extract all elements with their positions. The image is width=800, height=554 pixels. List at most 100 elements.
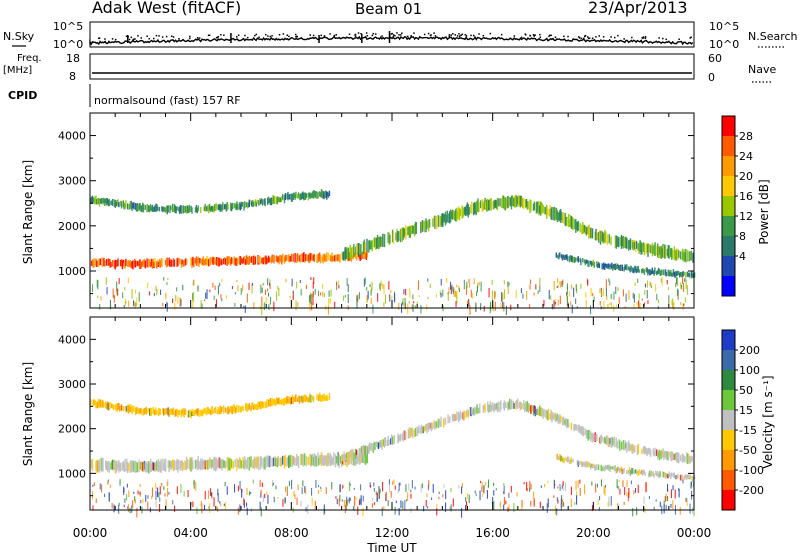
data-cell bbox=[330, 255, 332, 262]
data-cell bbox=[685, 474, 687, 480]
data-cell bbox=[132, 202, 134, 209]
data-cell bbox=[218, 409, 220, 415]
data-cell bbox=[158, 207, 161, 212]
data-cell bbox=[657, 243, 659, 258]
data-cell bbox=[293, 456, 295, 466]
data-cell bbox=[659, 471, 661, 477]
noise-search-dot bbox=[567, 35, 569, 38]
data-cell bbox=[242, 457, 244, 469]
data-cell bbox=[458, 413, 461, 421]
data-cell bbox=[624, 237, 626, 249]
noise-search-dot bbox=[392, 36, 394, 38]
data-cell bbox=[376, 441, 378, 447]
data-cell bbox=[568, 219, 571, 227]
data-cell bbox=[320, 486, 322, 489]
data-cell bbox=[264, 456, 266, 470]
colorbar-tick-label: -200 bbox=[739, 484, 764, 497]
data-cell bbox=[659, 501, 661, 507]
data-cell bbox=[652, 471, 654, 477]
data-cell bbox=[346, 278, 348, 286]
data-cell bbox=[234, 406, 236, 414]
data-cell bbox=[663, 269, 665, 276]
data-cell bbox=[299, 193, 301, 201]
data-cell bbox=[198, 257, 200, 268]
data-cell bbox=[95, 401, 97, 409]
data-cell bbox=[483, 405, 485, 411]
data-cell bbox=[617, 287, 619, 291]
data-cell bbox=[512, 197, 514, 207]
data-cell bbox=[341, 499, 343, 502]
data-cell bbox=[587, 430, 589, 441]
data-cell bbox=[491, 402, 493, 410]
data-cell bbox=[251, 201, 253, 207]
data-cell bbox=[641, 268, 644, 273]
data-cell bbox=[268, 292, 270, 297]
data-cell bbox=[376, 234, 379, 249]
data-cell bbox=[167, 278, 169, 281]
data-cell bbox=[567, 419, 569, 427]
data-cell bbox=[323, 253, 325, 262]
data-cell bbox=[377, 442, 380, 449]
data-cell bbox=[624, 305, 626, 309]
data-cell bbox=[211, 459, 213, 467]
data-cell bbox=[501, 198, 503, 208]
data-cell bbox=[618, 479, 620, 483]
data-cell bbox=[409, 226, 411, 238]
data-cell bbox=[466, 506, 468, 512]
data-cell bbox=[217, 407, 220, 414]
data-cell bbox=[279, 197, 281, 203]
data-cell bbox=[359, 244, 361, 255]
data-cell bbox=[588, 224, 590, 239]
data-cell bbox=[334, 454, 337, 468]
data-cell bbox=[305, 507, 307, 512]
data-cell bbox=[178, 207, 180, 212]
noise-search-dot bbox=[207, 34, 210, 37]
data-cell bbox=[196, 207, 198, 214]
data-cell bbox=[219, 457, 221, 469]
data-cell bbox=[200, 458, 202, 471]
data-cell bbox=[90, 459, 93, 469]
data-cell bbox=[610, 264, 612, 270]
data-cell bbox=[283, 455, 286, 469]
data-cell bbox=[260, 400, 262, 410]
data-cell bbox=[590, 287, 592, 296]
noise-search-dot bbox=[178, 38, 180, 40]
data-cell bbox=[649, 244, 651, 253]
data-cell bbox=[156, 288, 158, 294]
data-cell bbox=[343, 451, 345, 462]
data-cell bbox=[179, 205, 182, 213]
data-cell bbox=[692, 273, 694, 278]
data-cell bbox=[371, 281, 373, 290]
data-cell bbox=[645, 482, 647, 493]
data-cell bbox=[299, 279, 301, 283]
data-cell bbox=[409, 290, 411, 298]
data-cell bbox=[403, 430, 405, 440]
data-cell bbox=[113, 199, 116, 208]
data-cell bbox=[391, 229, 394, 243]
data-cell bbox=[328, 190, 331, 197]
data-cell bbox=[301, 192, 303, 200]
data-cell bbox=[349, 483, 351, 486]
data-cell bbox=[123, 463, 125, 472]
data-cell bbox=[560, 281, 562, 288]
noise-search-dot bbox=[433, 32, 435, 34]
data-cell bbox=[528, 402, 530, 411]
data-cell bbox=[488, 404, 491, 412]
data-cell bbox=[105, 403, 108, 410]
data-cell bbox=[109, 401, 111, 409]
data-cell bbox=[336, 498, 338, 505]
data-cell bbox=[305, 456, 308, 467]
data-cell bbox=[323, 507, 325, 516]
data-cell bbox=[194, 207, 197, 213]
data-cell bbox=[365, 445, 367, 455]
data-cell bbox=[155, 203, 157, 212]
data-cell bbox=[399, 482, 401, 486]
data-cell bbox=[558, 253, 560, 260]
data-cell bbox=[672, 452, 674, 461]
colorbar-frame bbox=[721, 115, 736, 297]
data-cell bbox=[298, 255, 301, 262]
data-cell bbox=[522, 197, 524, 208]
data-cell bbox=[516, 400, 518, 408]
data-cell bbox=[456, 298, 458, 304]
data-cell bbox=[437, 215, 440, 227]
